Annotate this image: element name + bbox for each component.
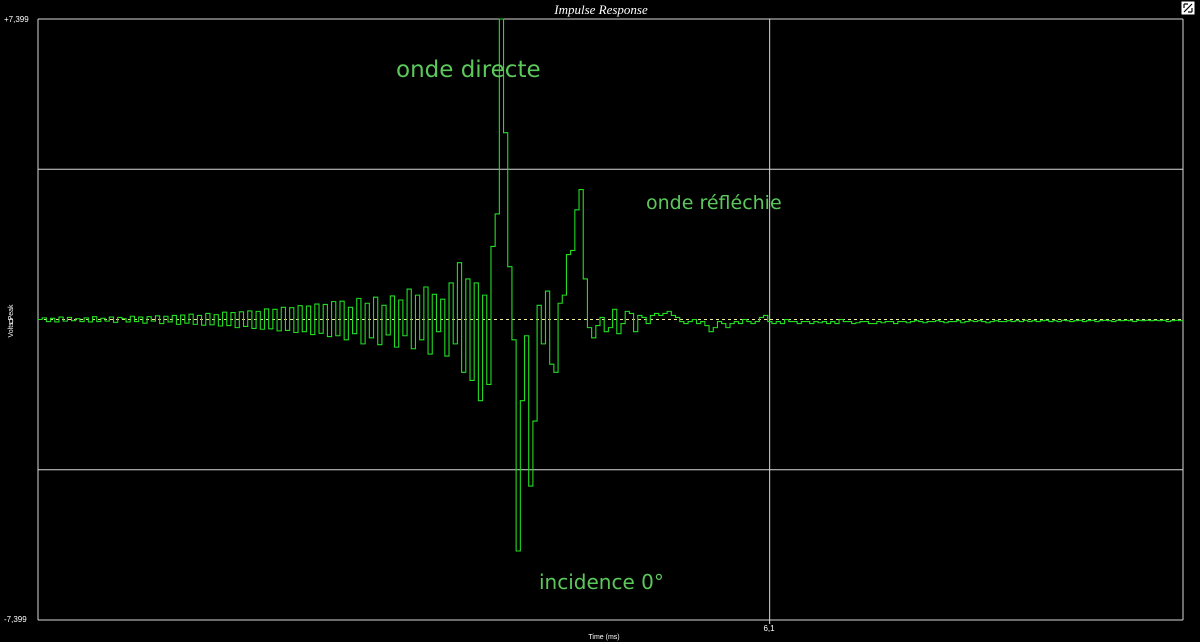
x-axis-label: Time (ms) (588, 634, 619, 641)
expand-window-icon-glyph (1183, 3, 1193, 13)
y-tick-bottom: -7,399 (4, 615, 27, 624)
annotation-reflected-wave: onde réfléchie (646, 192, 782, 214)
expand-window-button[interactable] (1180, 0, 1196, 16)
chart-title: Impulse Response (553, 2, 648, 17)
y-tick-top: +7,399 (4, 15, 29, 24)
grid (37, 18, 1184, 624)
impulse-trace (38, 18, 1183, 552)
x-tick-label: 6,1 (763, 624, 775, 633)
y-axis-label: Volts Peak (8, 304, 15, 338)
annotation-incidence: incidence 0° (539, 570, 664, 594)
y-tick-zero: 0 (9, 317, 14, 326)
annotation-direct-wave: onde directe (396, 57, 541, 83)
